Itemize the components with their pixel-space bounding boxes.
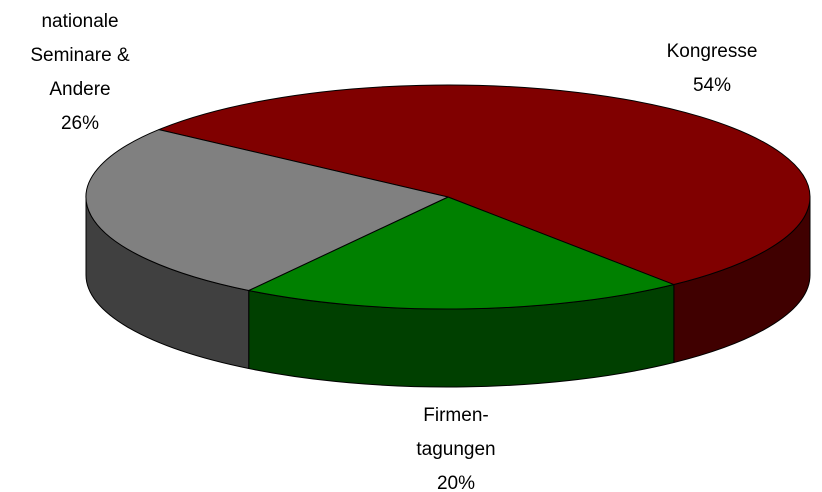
- slice: [85, 129, 449, 292]
- slice-label: Seminare &: [30, 45, 130, 66]
- slice-label: nationale: [41, 11, 118, 32]
- slice-label: Kongresse: [667, 41, 758, 62]
- slice-label: tagungen: [416, 439, 495, 460]
- value-label: 20%: [437, 473, 475, 492]
- value-label: 54%: [693, 75, 731, 96]
- slice-label: Andere: [49, 79, 110, 100]
- value-label: 26%: [61, 113, 99, 134]
- slice-label: Firmen-: [423, 405, 488, 426]
- slice: [248, 196, 675, 310]
- slice: [158, 84, 811, 286]
